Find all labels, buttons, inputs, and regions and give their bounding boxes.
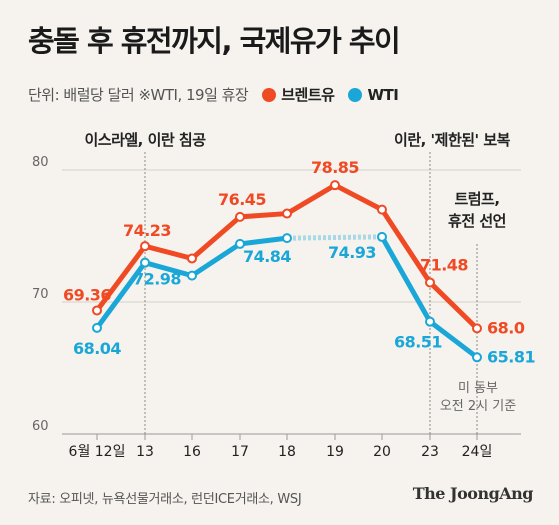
y-tick-label-70: 70 bbox=[32, 287, 49, 302]
y-tick-label-80: 80 bbox=[32, 155, 49, 170]
data-label-brent-5: 78.85 bbox=[311, 158, 359, 177]
source-note: 자료: 오피넷, 뉴욕선물거래소, 런던ICE거래소, WSJ bbox=[28, 492, 302, 507]
annotation-text-0-0: 이스라엘, 이란 침공 bbox=[84, 131, 206, 149]
x-tick-label-1: 13 bbox=[136, 444, 154, 460]
point-wti-7 bbox=[425, 316, 435, 327]
x-tick-label-0: 6월 12일 bbox=[69, 444, 126, 460]
data-label-brent-3: 76.45 bbox=[218, 190, 266, 209]
chart-title: 충돌 후 휴전까지, 국제유가 추이 bbox=[28, 24, 401, 58]
data-label-wti-4: 74.84 bbox=[243, 247, 291, 266]
brand-logo: The JoongAng bbox=[412, 484, 534, 503]
annotation-text-2-1: 휴전 선언 bbox=[448, 212, 506, 230]
point-wti-2 bbox=[187, 270, 197, 281]
point-brent-5 bbox=[330, 180, 340, 191]
annotation-text-1-0: 이란, '제한된' 보복 bbox=[394, 131, 511, 149]
subtitle-row: 단위: 배럴당 달러 ※WTI, 19일 휴장 브렌트유 WTI bbox=[28, 84, 399, 105]
legend-dot-wti bbox=[348, 87, 363, 102]
point-wti-1 bbox=[140, 257, 150, 268]
legend-label-wti: WTI bbox=[367, 85, 399, 104]
legend-item-wti: WTI bbox=[348, 85, 399, 104]
x-tick-label-8: 24일 bbox=[462, 444, 493, 460]
point-wti-8 bbox=[472, 352, 482, 363]
data-label-wti-8: 65.81 bbox=[487, 347, 535, 366]
data-label-brent-8: 68.0 bbox=[487, 318, 525, 337]
point-wti-3 bbox=[235, 238, 245, 249]
point-brent-3 bbox=[235, 211, 245, 222]
point-brent-7 bbox=[425, 277, 435, 288]
unit-note: 단위: 배럴당 달러 ※WTI, 19일 휴장 bbox=[28, 86, 249, 104]
point-brent-0 bbox=[92, 305, 102, 316]
x-tick-label-3: 17 bbox=[231, 444, 249, 460]
legend-dot-brent bbox=[262, 87, 277, 102]
point-wti-6 bbox=[377, 231, 387, 242]
time-note-0: 미 동부 bbox=[458, 381, 498, 396]
data-label-wti-1: 72.98 bbox=[133, 270, 181, 289]
legend-item-brent: 브렌트유 bbox=[262, 84, 335, 105]
series-gap-wti bbox=[292, 234, 377, 241]
data-label-brent-1: 74.23 bbox=[123, 221, 171, 240]
point-brent-6 bbox=[377, 204, 387, 215]
point-wti-4 bbox=[282, 233, 292, 244]
data-label-brent-7: 71.48 bbox=[420, 255, 468, 274]
point-wti-0 bbox=[92, 322, 102, 333]
point-brent-1 bbox=[140, 241, 150, 252]
x-tick-label-7: 23 bbox=[421, 444, 439, 460]
point-brent-8 bbox=[472, 323, 482, 334]
data-label-brent-0: 69.36 bbox=[63, 285, 111, 304]
data-label-wti-6: 74.93 bbox=[328, 243, 376, 262]
y-tick-label-60: 60 bbox=[32, 419, 49, 434]
x-tick-label-2: 16 bbox=[183, 444, 201, 460]
legend-label-brent: 브렌트유 bbox=[281, 86, 335, 104]
annotation-text-2-0: 트럼프, bbox=[454, 190, 499, 208]
x-tick-label-4: 18 bbox=[278, 444, 296, 460]
time-note-1: 오전 2시 기준 bbox=[440, 399, 516, 414]
data-label-wti-0: 68.04 bbox=[73, 339, 121, 358]
point-brent-4 bbox=[282, 208, 292, 219]
x-tick-label-6: 20 bbox=[373, 444, 391, 460]
point-brent-2 bbox=[187, 253, 197, 264]
x-tick-label-5: 19 bbox=[326, 444, 344, 460]
data-label-wti-7: 68.51 bbox=[394, 333, 442, 352]
